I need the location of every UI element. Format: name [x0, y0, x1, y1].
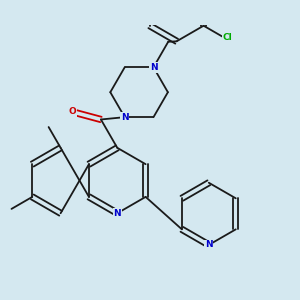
Text: N: N: [150, 63, 157, 72]
Text: N: N: [205, 240, 213, 249]
Text: O: O: [69, 107, 76, 116]
Text: Cl: Cl: [223, 33, 232, 42]
Text: N: N: [121, 113, 128, 122]
Text: N: N: [113, 209, 121, 218]
